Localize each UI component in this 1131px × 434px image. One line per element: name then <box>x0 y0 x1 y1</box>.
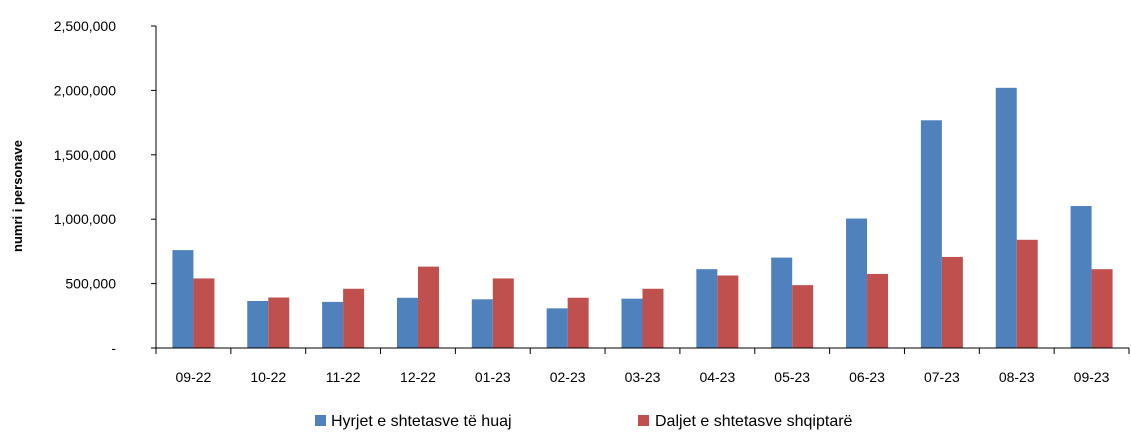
x-tick-label: 08-23 <box>999 369 1035 385</box>
x-tick-label: 03-23 <box>625 369 661 385</box>
y-tick-label: - <box>111 340 116 356</box>
y-tick-label: 1,500,000 <box>54 147 116 163</box>
bar-series-2-03-23 <box>642 288 664 348</box>
legend-swatch-1 <box>315 415 326 426</box>
x-axis-ticks: 09-22 10-22 11-22 12-22 01-23 02-23 03-23 04-23… <box>155 348 1130 385</box>
x-tick-label: 06-23 <box>849 369 885 385</box>
bar-series-1-01-23 <box>471 299 493 348</box>
x-tick-label: 11-22 <box>326 369 361 385</box>
bar-series-1-02-23 <box>546 308 568 348</box>
y-axis-label: numri i personave <box>10 140 25 252</box>
bar-series-2-02-23 <box>567 297 589 348</box>
bar-series-2-05-23 <box>792 285 814 348</box>
bars <box>172 87 1113 348</box>
y-tick-label: 500,000 <box>65 276 116 292</box>
legend: Hyrjet e shtetasve të huaj Daljet e shtet… <box>315 413 853 430</box>
bar-series-2-09-22 <box>193 278 215 348</box>
x-tick-label: 05-23 <box>774 369 810 385</box>
x-tick-label: 07-23 <box>924 369 960 385</box>
bar-series-2-07-23 <box>941 256 963 348</box>
x-tick-label: 01-23 <box>475 369 511 385</box>
x-tick-label: 04-23 <box>699 369 735 385</box>
bar-series-1-07-23 <box>920 120 942 348</box>
bar-series-2-04-23 <box>717 275 739 348</box>
bar-series-1-04-23 <box>696 269 718 348</box>
bar-series-2-08-23 <box>1016 239 1038 348</box>
bar-series-1-10-22 <box>247 300 269 348</box>
y-tick-label: 1,000,000 <box>54 211 116 227</box>
bar-series-1-12-22 <box>396 297 418 348</box>
bar-series-2-11-22 <box>343 288 365 348</box>
legend-label-1: Hyrjet e shtetasve të huaj <box>331 413 512 430</box>
bar-series-1-06-23 <box>846 218 868 348</box>
bar-series-1-05-23 <box>771 257 793 348</box>
bar-series-1-11-22 <box>322 301 344 348</box>
y-tick-label: 2,500,000 <box>54 18 116 34</box>
bar-series-2-06-23 <box>867 273 889 348</box>
bar-series-1-09-22 <box>172 250 194 348</box>
bar-series-2-10-22 <box>268 297 290 348</box>
x-tick-label: 09-23 <box>1074 369 1110 385</box>
bar-series-1-08-23 <box>995 87 1017 348</box>
legend-label-2: Daljet e shtetasve shqiptarë <box>655 413 853 430</box>
y-axis-ticks: - 500,000 1,000,000 1,500,000 2,000,000 2,500… <box>54 18 156 356</box>
bar-series-2-09-23 <box>1091 269 1113 348</box>
legend-swatch-2 <box>638 415 649 426</box>
bar-series-1-09-23 <box>1070 206 1092 348</box>
x-tick-label: 12-22 <box>400 369 436 385</box>
y-tick-label: 2,000,000 <box>54 82 116 98</box>
bar-series-1-03-23 <box>621 298 643 348</box>
bar-series-2-12-22 <box>417 266 439 348</box>
x-tick-label: 09-22 <box>176 369 212 385</box>
x-tick-label: 02-23 <box>550 369 586 385</box>
x-tick-label: 10-22 <box>250 369 286 385</box>
bar-series-2-01-23 <box>492 278 514 348</box>
